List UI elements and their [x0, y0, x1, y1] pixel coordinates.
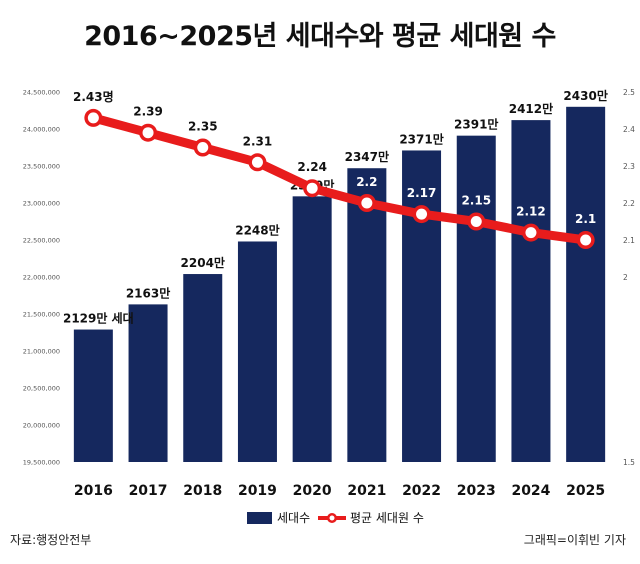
bar-2022 [402, 150, 442, 462]
y-right-tick-label: 2.4 [623, 125, 635, 134]
right-axis: 1.5 2 2.1 2.2 2.3 2.4 2.5 [623, 88, 635, 467]
line-value-label: 2.12 [516, 205, 546, 219]
bar-2025 [566, 106, 606, 463]
line-marker-inner [470, 216, 482, 227]
line-value-label: 2.43명 [73, 90, 114, 104]
line-value-label: 2.39 [133, 105, 163, 119]
bar-2021 [347, 168, 387, 462]
bar-2024 [511, 120, 551, 463]
y-right-tick-label: 1.5 [623, 458, 635, 467]
legend-label-average: 평균 세대원 수 [350, 511, 424, 525]
y-right-tick-label: 2.2 [623, 199, 635, 208]
x-tick-label: 2019 [238, 483, 277, 499]
x-tick-label: 2016 [74, 483, 113, 499]
y-left-tick-label: 21,500,000 [23, 311, 60, 319]
bar-2019 [237, 241, 277, 462]
bar-value-label: 2412만 [509, 101, 553, 116]
line-value-labels: 2.43명 2.39 2.35 2.31 2.24 2.2 2.17 2.15 2.12 2.1 [73, 90, 596, 226]
bar-value-label: 2248만 [235, 222, 279, 237]
y-left-tick-label: 20,500,000 [23, 385, 60, 393]
bar-value-label: 2371만 [399, 131, 443, 146]
y-left-tick-label: 23,000,000 [23, 200, 60, 208]
bar-2018 [183, 274, 223, 462]
x-tick-label: 2020 [293, 483, 332, 499]
line-marker-inner [306, 182, 318, 194]
line-series [84, 108, 595, 249]
legend-swatch-marker-inner [329, 515, 335, 521]
line-value-label: 2.2 [356, 175, 377, 189]
bar-value-label: 2391만 [454, 117, 498, 132]
bar-series [73, 106, 606, 463]
bar-2023 [456, 135, 496, 462]
x-tick-label: 2017 [129, 483, 168, 499]
y-left-tick-label: 24,000,000 [23, 126, 60, 134]
x-tick-label: 2025 [566, 483, 605, 499]
y-right-tick-label: 2 [623, 273, 628, 282]
y-left-tick-label: 23,500,000 [23, 163, 60, 171]
y-left-tick-label: 24,500,000 [23, 89, 60, 97]
line-marker-inner [87, 112, 99, 124]
bar-2017 [128, 304, 168, 462]
line-value-label: 2.15 [461, 194, 491, 208]
line-marker-inner [580, 234, 592, 246]
legend-label-households: 세대수 [277, 511, 310, 525]
bar-value-label: 2347만 [345, 149, 389, 164]
y-right-tick-label: 2.3 [623, 162, 635, 171]
y-left-tick-label: 21,000,000 [23, 348, 60, 356]
x-tick-label: 2023 [457, 483, 496, 499]
line-marker-inner [251, 156, 263, 168]
line-value-label: 2.17 [407, 186, 437, 200]
bar-value-label: 2204만 [181, 255, 225, 270]
line-value-label: 2.1 [575, 212, 596, 226]
x-tick-label: 2021 [347, 483, 386, 499]
bar-value-label: 2129만 세대 [63, 311, 134, 326]
average-household-size-line [88, 113, 591, 245]
y-right-tick-label: 2.1 [623, 236, 635, 245]
x-tick-label: 2022 [402, 483, 441, 499]
bar-2016 [73, 329, 113, 462]
y-left-tick-label: 19,500,000 [23, 459, 60, 467]
chart-title: 2016~2025년 세대수와 평균 세대원 수 [84, 21, 556, 52]
y-right-tick-label: 2.5 [623, 88, 635, 97]
y-left-tick-label: 20,000,000 [23, 422, 60, 430]
source-note: 자료:행정안전부 [10, 533, 92, 547]
bar-value-label: 2163만 [126, 285, 170, 300]
line-value-label: 2.24 [297, 160, 327, 174]
legend-swatch-households [247, 512, 272, 524]
line-marker-inner [416, 208, 428, 220]
line-marker-inner [197, 142, 209, 153]
x-tick-label: 2024 [511, 483, 550, 499]
x-axis: 2016 2017 2018 2019 2020 2021 2022 2023 2024 2025 [74, 483, 605, 499]
y-left-tick-label: 22,500,000 [23, 237, 60, 245]
x-tick-label: 2018 [183, 483, 222, 499]
line-marker-inner [142, 127, 154, 139]
line-marker-inner [525, 227, 537, 239]
bar-value-label: 2430만 [563, 88, 607, 103]
legend: 세대수 평균 세대원 수 [247, 511, 424, 525]
line-value-label: 2.35 [188, 120, 218, 134]
credit-note: 그래픽=이휘빈 기자 [523, 533, 626, 547]
left-axis: 19,500,000 20,000,000 20,500,000 21,000,000… [23, 89, 60, 467]
bar-2020 [292, 196, 332, 462]
line-marker-inner [361, 197, 373, 209]
line-value-label: 2.31 [243, 134, 273, 148]
y-left-tick-label: 22,000,000 [23, 274, 60, 282]
